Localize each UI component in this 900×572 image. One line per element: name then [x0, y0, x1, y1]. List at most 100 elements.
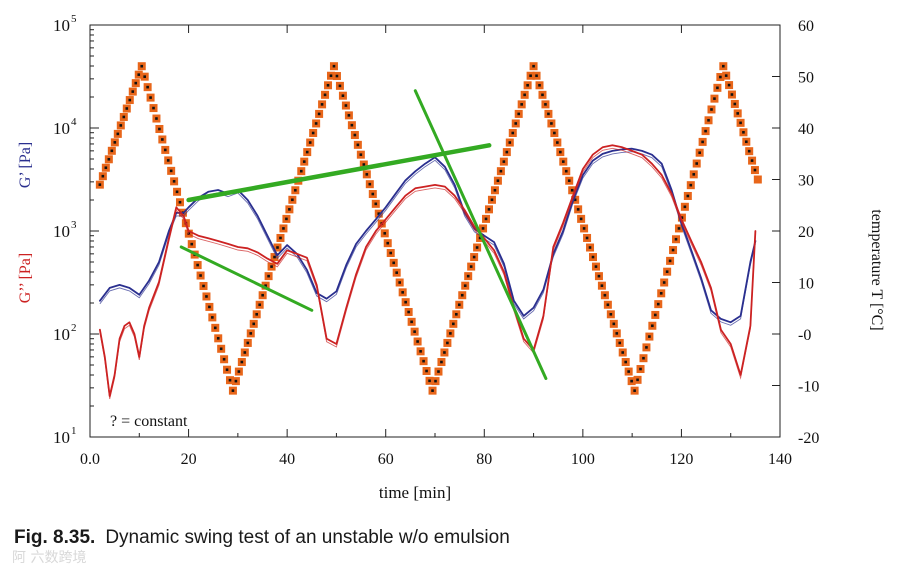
temperature-marker-core — [478, 236, 482, 240]
y2-tick-label: 50 — [798, 70, 814, 87]
temperature-marker-core — [556, 141, 559, 144]
temperature-marker-core — [570, 188, 574, 192]
temperature-marker-core — [422, 359, 425, 363]
temperature-marker-core — [116, 132, 120, 136]
figure-caption: Fig. 8.35. Dynamic swing test of an unsta… — [14, 527, 510, 549]
temperature-marker-core — [347, 114, 351, 117]
y-axis-label-g2: G’’ [Pa] — [17, 253, 34, 304]
temperature-marker-core — [594, 265, 598, 268]
temperature-marker-core — [237, 370, 241, 373]
temperature-marker-core — [255, 313, 259, 316]
temperature-marker-core — [532, 64, 535, 68]
temperature-marker-core — [606, 303, 610, 307]
temperature-marker-core — [128, 98, 132, 102]
temperature-marker-core — [541, 93, 544, 97]
temperature-marker-core — [428, 379, 431, 383]
temperature-marker-core — [350, 123, 354, 127]
temperature-marker-core — [338, 84, 342, 88]
temperature-marker-core — [526, 83, 529, 87]
temperature-marker-core — [677, 227, 681, 230]
temperature-marker-core — [416, 340, 419, 343]
temperature-marker-core — [686, 194, 690, 198]
temperature-marker-core — [216, 337, 220, 340]
temperature-marker-core — [434, 379, 437, 383]
temperature-marker-core — [455, 313, 458, 316]
temperature-marker-core — [437, 370, 440, 373]
temperature-marker-core — [564, 169, 568, 173]
temperature-marker-core — [234, 379, 238, 383]
temperature-marker-core — [713, 97, 716, 100]
temperature-marker-core — [196, 263, 199, 267]
temperature-marker-core — [639, 367, 642, 371]
temperature-marker-core — [320, 103, 324, 106]
temperature-marker-core — [134, 81, 138, 85]
temperature-marker-core — [389, 251, 393, 255]
temperature-marker-core — [475, 246, 479, 249]
temperature-marker-core — [680, 216, 684, 219]
y-tick-label: 10 — [53, 222, 70, 241]
temperature-marker-core — [520, 103, 523, 106]
temperature-marker-core — [550, 122, 553, 125]
temperature-marker-core — [294, 188, 297, 192]
temperature-marker-core — [600, 284, 604, 287]
temperature-marker-core — [597, 274, 601, 278]
y2-tick-label: -0 — [798, 327, 811, 344]
temperature-marker-core — [258, 303, 261, 307]
temperature-marker-core — [335, 74, 339, 78]
temperature-marker-core — [305, 150, 309, 154]
temperature-marker-core — [615, 332, 619, 335]
temperature-marker-core — [199, 274, 202, 277]
temperature-marker-core — [535, 74, 538, 78]
temperature-marker-core — [119, 124, 123, 127]
y-tick-exponent: 4 — [71, 116, 77, 128]
temperature-marker-core — [722, 64, 725, 68]
trend-1-line — [186, 143, 492, 203]
temperature-marker-core — [362, 163, 366, 166]
temperature-marker-core — [113, 141, 117, 144]
temperature-marker-core — [104, 166, 108, 170]
temperature-marker-core — [365, 173, 369, 176]
temperature-marker-core — [329, 74, 333, 78]
temperature-marker-core — [359, 153, 363, 156]
temperature-marker-core — [496, 179, 500, 183]
temperature-marker-core — [692, 173, 696, 176]
temperature-marker-core — [270, 265, 273, 268]
temperature-marker-core — [707, 118, 710, 122]
temperature-marker-core — [344, 104, 348, 107]
temperature-marker-core — [547, 112, 550, 116]
temperature-marker-core — [674, 237, 678, 241]
temperature-marker-core — [624, 360, 627, 364]
temperature-marker-core — [419, 350, 422, 353]
temperature-marker-core — [529, 74, 532, 78]
temperature-marker-core — [314, 122, 318, 125]
temperature-marker-core — [511, 131, 515, 135]
temperature-marker-core — [401, 291, 404, 294]
temperature-marker-core — [122, 115, 126, 119]
temperature-marker-core — [452, 322, 455, 326]
temperature-marker-core — [698, 151, 701, 155]
temperature-marker-core — [353, 133, 357, 137]
temperature-marker-core — [502, 160, 506, 163]
temperature-marker-core — [374, 202, 378, 206]
temperature-marker-core — [636, 378, 639, 382]
temperature-marker-core — [377, 212, 381, 215]
temperature-marker — [753, 175, 762, 184]
temperature-marker-core — [326, 83, 330, 87]
temperature-marker-core — [166, 159, 170, 162]
y-axis-label-g1: G’ [Pa] — [17, 142, 34, 188]
temperature-marker-core — [695, 162, 699, 165]
temperature-marker-core — [719, 75, 722, 79]
figure-caption-text: Dynamic swing test of an unstable w/o em… — [105, 527, 510, 548]
temperature-marker-core — [704, 129, 707, 133]
temperature-marker-core — [264, 284, 267, 287]
temperature-marker-core — [588, 246, 592, 249]
temperature-marker-core — [443, 351, 446, 354]
temperature-marker-core — [651, 324, 654, 328]
temperature-marker-core — [730, 93, 734, 96]
temperature-marker-core — [668, 259, 672, 263]
temperature-marker-core — [175, 190, 179, 194]
temperature-marker-core — [213, 326, 217, 330]
temperature-marker-core — [469, 265, 473, 268]
temperature-marker-core — [311, 131, 315, 135]
temperature-marker-core — [288, 208, 291, 211]
